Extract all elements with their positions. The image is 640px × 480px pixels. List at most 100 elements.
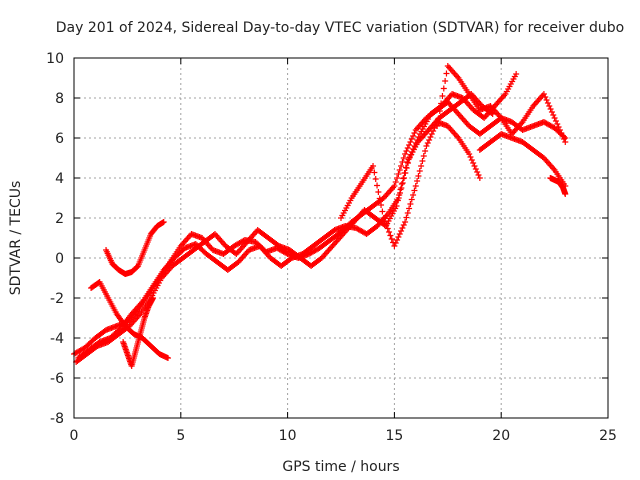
data-point [554,121,561,127]
data-point [394,197,401,204]
x-tick-label: 15 [385,428,403,444]
data-point [513,71,520,77]
data-point [396,231,403,237]
series-track-9 [476,131,569,189]
data-point [375,189,382,195]
data-point [442,78,449,84]
data-point [387,232,394,239]
data-point [396,192,403,198]
x-tick-label: 0 [70,428,79,444]
series-track-8 [434,63,569,145]
data-point [560,136,567,142]
data-point [380,215,387,221]
data-point [407,201,414,207]
data-point [420,153,427,159]
plot-frame [73,57,609,419]
data-point [392,179,399,185]
data-point [404,145,411,151]
data-point [408,136,415,142]
data-point [401,170,408,176]
data-point [378,202,385,208]
data-point [164,355,171,361]
y-tick-label: 8 [55,91,64,107]
data-point [388,236,395,242]
data-point [400,155,407,161]
data-point [370,163,377,169]
data-point [422,148,429,154]
data-point [412,183,419,189]
y-tick-label: -2 [50,291,64,307]
data-point [394,175,401,181]
data-points [71,63,569,369]
data-point [374,182,381,189]
data-point [546,103,553,109]
data-point [407,139,414,145]
data-point [552,118,559,124]
data-point [150,295,157,301]
data-point [414,178,421,184]
data-point [438,100,445,107]
data-point [371,169,378,176]
x-tick-label: 10 [279,428,297,444]
y-tick-label: -6 [50,371,64,387]
y-tick-label: 6 [55,131,64,147]
data-point [379,208,386,215]
data-point [394,237,401,243]
data-point [406,205,413,212]
x-axis-label: GPS time / hours [282,459,399,475]
data-point [428,131,435,137]
data-point [556,127,563,133]
data-point [440,85,447,92]
data-point [466,151,473,157]
data-point [419,158,426,164]
data-point [472,166,479,172]
y-tick-label: 10 [46,51,64,67]
y-axis-label: SDTVAR / TECUs [8,181,24,296]
data-point [470,160,477,166]
data-point [400,175,407,182]
data-point [439,93,446,99]
y-tick-label: -4 [50,331,64,347]
y-tick-label: 4 [55,171,64,187]
data-point [386,229,393,235]
data-point [398,181,405,187]
data-point [562,139,569,145]
series-track-4 [88,279,171,361]
data-point [434,123,441,129]
data-point [393,203,400,209]
data-point [551,115,558,121]
data-point [384,225,391,232]
data-point [376,195,383,202]
data-point [400,222,407,228]
data-point [392,240,399,246]
data-point [488,110,495,116]
data-point [416,168,423,174]
series-track-7 [338,119,483,249]
data-point [474,169,481,175]
series-track-10 [547,175,569,197]
data-point [475,172,482,178]
data-point [542,94,549,100]
data-point [410,192,417,198]
data-point [398,163,405,169]
chart-title: Day 201 of 2024, Sidereal Day-to-day VTE… [56,20,624,36]
data-point [424,140,431,146]
data-point [476,175,483,181]
data-point [547,106,554,112]
y-tick-label: 0 [55,251,64,267]
series-track-5 [103,219,167,277]
series-track-6 [120,295,157,369]
data-point [443,70,450,77]
data-point [403,214,410,221]
data-point [372,176,379,182]
data-point [436,108,443,114]
data-point [540,91,547,97]
data-point [397,186,404,193]
data-point [411,187,418,194]
data-point [418,163,425,169]
data-point [395,171,402,177]
data-point [408,196,415,203]
data-point [395,234,402,240]
data-point [399,225,406,231]
